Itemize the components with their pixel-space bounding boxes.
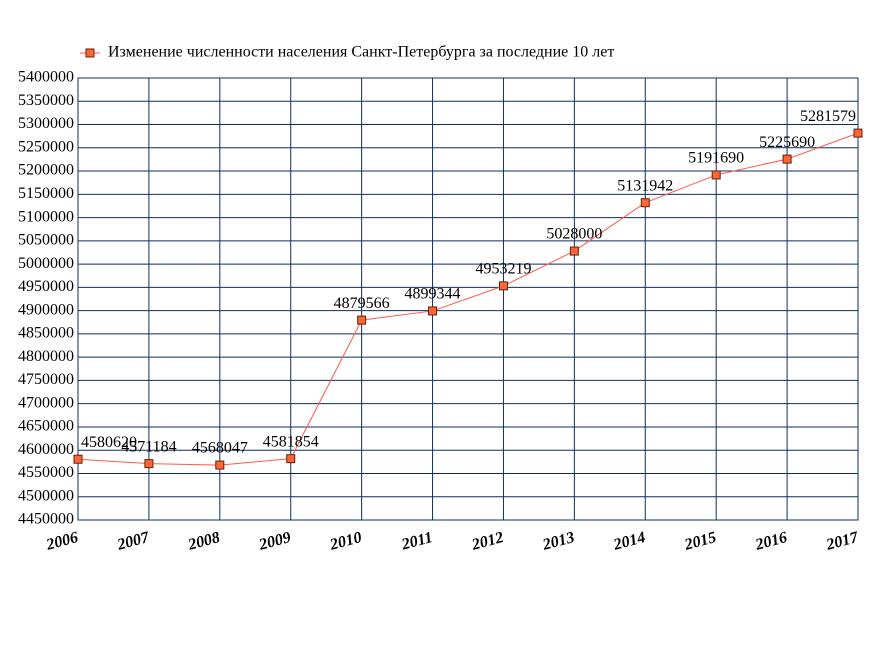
x-tick-label: 2009 [256,529,292,554]
x-tick-label: 2008 [186,529,222,554]
point [144,459,154,469]
data-label: 4568047 [192,440,248,457]
x-tick-label: 2013 [540,529,576,554]
point [428,306,438,316]
y-tick-label: 4700000 [18,394,74,411]
point [286,454,296,464]
data-label: 5191690 [688,150,744,167]
x-tick-label: 2014 [611,529,647,554]
y-tick-label: 5100000 [18,208,74,225]
y-tick-label: 4500000 [18,487,74,504]
legend-marker [85,48,95,58]
x-tick-label: 2006 [44,529,80,554]
series-line [77,132,859,466]
data-label: 5131942 [617,177,673,194]
x-tick-label: 2010 [327,529,363,554]
point [853,128,863,138]
point [215,460,225,470]
data-label: 4953219 [475,261,531,278]
data-label: 5281579 [800,108,856,125]
point [498,281,508,291]
y-tick-label: 4600000 [18,441,74,458]
point [711,170,721,180]
y-tick-label: 4850000 [18,325,74,342]
y-tick-label: 4450000 [18,511,74,528]
point [782,154,792,164]
data-label: 4899344 [405,286,461,303]
data-label: 4879566 [334,295,390,312]
y-tick-label: 5050000 [18,232,74,249]
x-tick-label: 2015 [682,529,718,554]
x-tick-label: 2017 [824,529,861,554]
y-tick-label: 4750000 [18,371,74,388]
point [569,246,579,256]
y-tick-label: 4550000 [18,464,74,481]
y-tick-label: 5400000 [18,69,74,86]
point [73,454,83,464]
x-tick-label: 2012 [469,529,505,554]
y-tick-label: 5200000 [18,162,74,179]
y-tick-label: 5300000 [18,115,74,132]
y-tick-label: 4650000 [18,418,74,435]
x-tick-label: 2016 [753,529,789,554]
point [357,315,367,325]
data-label: 4581854 [263,433,319,450]
y-tick-label: 5350000 [18,92,74,109]
data-label: 5028000 [546,226,602,243]
y-tick-label: 4800000 [18,348,74,365]
point [640,198,650,208]
data-label: 5225690 [759,134,815,151]
y-tick-label: 4950000 [18,278,74,295]
data-label: 4580620 [81,434,137,451]
plot-frame [77,77,859,521]
data-label: 4571184 [121,438,176,455]
y-tick-label: 5250000 [18,138,74,155]
y-tick-label: 5150000 [18,185,74,202]
y-tick-label: 5000000 [18,255,74,272]
legend-label: Изменение численности населения Санкт-Пе… [108,44,614,61]
y-tick-label: 4900000 [18,301,74,318]
x-tick-label: 2011 [399,529,434,554]
x-tick-label: 2007 [115,529,152,554]
